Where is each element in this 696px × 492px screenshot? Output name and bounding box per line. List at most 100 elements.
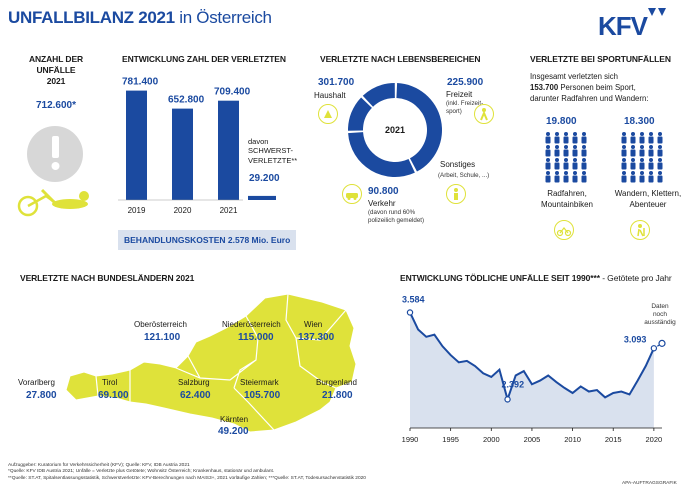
traffic-value: 90.800 — [368, 186, 399, 197]
cycling-label: Radfahren, Mountainbiken — [528, 189, 606, 211]
kfv-logo-icon: KFV — [598, 8, 666, 41]
serious-label-3: VERLETZTE** — [248, 155, 298, 165]
fatal-point-label: 3.093 — [624, 334, 647, 344]
injured-bar-chart: 781.400 2019 652.800 2020 709.400 2021 — [118, 77, 276, 215]
footer-sources: Aufzuggeber: Kuratorium für Verkehrssich… — [8, 463, 568, 482]
states-heading: VERLETZTE NACH BUNDESLÄNDERN 2021 — [20, 273, 195, 283]
state-name: Wien — [304, 320, 323, 329]
person-icon — [545, 158, 551, 170]
person-icon — [648, 132, 654, 144]
hiking-value: 18.300 — [624, 116, 655, 127]
person-icon — [630, 158, 636, 170]
person-icon — [545, 145, 551, 157]
leisure-note: (inkl. Freizeit- sport) — [446, 100, 483, 116]
fatal-point-label: 3.584 — [402, 294, 425, 304]
state-name: Niederösterreich — [222, 320, 281, 329]
person-icon — [545, 171, 551, 183]
traffic-car-icon — [342, 184, 362, 204]
page-title: UNFALLBILANZ 2021 in Österreich — [8, 8, 272, 28]
data-pending-note-1: Daten — [651, 303, 669, 310]
bar-2020 — [172, 108, 193, 200]
svg-text:KFV: KFV — [598, 11, 649, 41]
accidents-value: 712.600* — [35, 100, 77, 111]
other-icon — [446, 184, 466, 204]
bar-2021 — [218, 100, 239, 200]
fatal-heading-light: - Getötete pro Jahr — [602, 273, 672, 283]
state-value: 69.100 — [98, 390, 129, 401]
other-note: (Arbeit, Schule, ...) — [438, 172, 490, 179]
accidents-heading-2: UNFÄLLE — [36, 65, 76, 76]
cycling-label-1: Radfahren, — [547, 189, 587, 198]
person-icon — [563, 132, 569, 144]
person-icon — [563, 145, 569, 157]
person-icon — [657, 132, 663, 144]
person-icon — [657, 145, 663, 157]
person-icon — [554, 171, 560, 183]
leisure-note-1: (inkl. Freizeit- — [446, 100, 484, 107]
hiking-people-icon — [621, 132, 663, 183]
household-label: Haushalt — [314, 91, 346, 100]
fatal-point-label: 2.392 — [502, 379, 525, 389]
treatment-costs-label: BEHANDLUNGSKOSTEN — [124, 235, 226, 245]
bar-category-label: 2021 — [220, 206, 238, 215]
person-icon — [572, 145, 578, 157]
fatal-point-1990 — [406, 309, 414, 316]
bar-serious-injured — [248, 195, 276, 200]
person-icon — [657, 158, 663, 170]
donut-slice-verkehr — [362, 83, 395, 107]
fatal-x-tick-label: 2000 — [483, 435, 500, 444]
treatment-costs-box: BEHANDLUNGSKOSTEN 2.578 Mio. Euro — [118, 230, 296, 250]
leisure-value: 225.900 — [447, 77, 484, 88]
sports-intro-2: Personen beim Sport, — [560, 82, 636, 92]
household-icon — [318, 104, 338, 124]
state-value: 121.100 — [144, 332, 181, 343]
person-icon — [572, 132, 578, 144]
accident-illustration-icon — [17, 126, 89, 217]
footer-credit: APA-AUFTRAGSGRAFIK — [622, 481, 677, 486]
person-icon — [639, 132, 645, 144]
cycling-label-2: Mountainbiken — [540, 199, 594, 209]
sports-intro-3: darunter Radfahren und Wandern: — [530, 93, 649, 103]
bar-category-label: 2020 — [174, 206, 192, 215]
accidents-heading-3: 2021 — [46, 76, 66, 87]
person-icon — [621, 171, 627, 183]
bar-value-label: 781.400 — [122, 77, 159, 88]
state-name: Tirol — [102, 378, 118, 387]
person-icon — [648, 158, 654, 170]
donut-slice-sonstiges — [348, 97, 372, 131]
traffic-note: (davon rund 60% polizeilich gemeldet) — [368, 209, 424, 225]
person-icon — [639, 171, 645, 183]
person-icon — [648, 171, 654, 183]
person-icon — [545, 132, 551, 144]
fatal-line-chart: 3.584 2.392 3.093 1990 1995 2000 2005 2010 2015 2… — [402, 294, 666, 444]
cycling-value: 19.800 — [546, 116, 577, 127]
bar-value-label: 709.400 — [214, 87, 251, 98]
accidents-heading-1: ANZAHL DER — [28, 54, 84, 64]
data-pending-note-3: ausständig — [644, 319, 676, 327]
person-icon — [581, 132, 587, 144]
hiker-icon — [630, 220, 650, 240]
fatal-heading-bold: ENTWICKLUNG TÖDLICHE UNFÄLLE SEIT 1990**… — [400, 273, 600, 283]
life-areas-donut: 2021 — [348, 83, 442, 177]
cycling-people-icon — [545, 132, 587, 183]
traffic-note-1: (davon rund 60% — [368, 209, 416, 216]
bar-value-label: 652.800 — [168, 95, 205, 106]
bar-2019 — [126, 90, 147, 200]
household-value: 301.700 — [318, 77, 355, 88]
state-name: Burgenland — [316, 378, 357, 387]
hiking-label-1: Wandern, Klettern, — [614, 189, 682, 198]
person-icon — [581, 145, 587, 157]
person-icon — [630, 145, 636, 157]
person-icon — [581, 158, 587, 170]
person-icon — [621, 145, 627, 157]
serious-label-1: davon — [248, 137, 269, 146]
person-icon — [639, 145, 645, 157]
person-icon — [648, 145, 654, 157]
person-icon — [621, 132, 627, 144]
fatal-area — [410, 312, 654, 428]
person-icon — [639, 158, 645, 170]
footer-line-1: Aufzuggeber: Kuratorium für Verkehrssich… — [8, 463, 190, 468]
state-name: Kärnten — [220, 415, 249, 424]
leisure-icon — [474, 104, 494, 124]
state-name: Steiermark — [240, 378, 279, 387]
